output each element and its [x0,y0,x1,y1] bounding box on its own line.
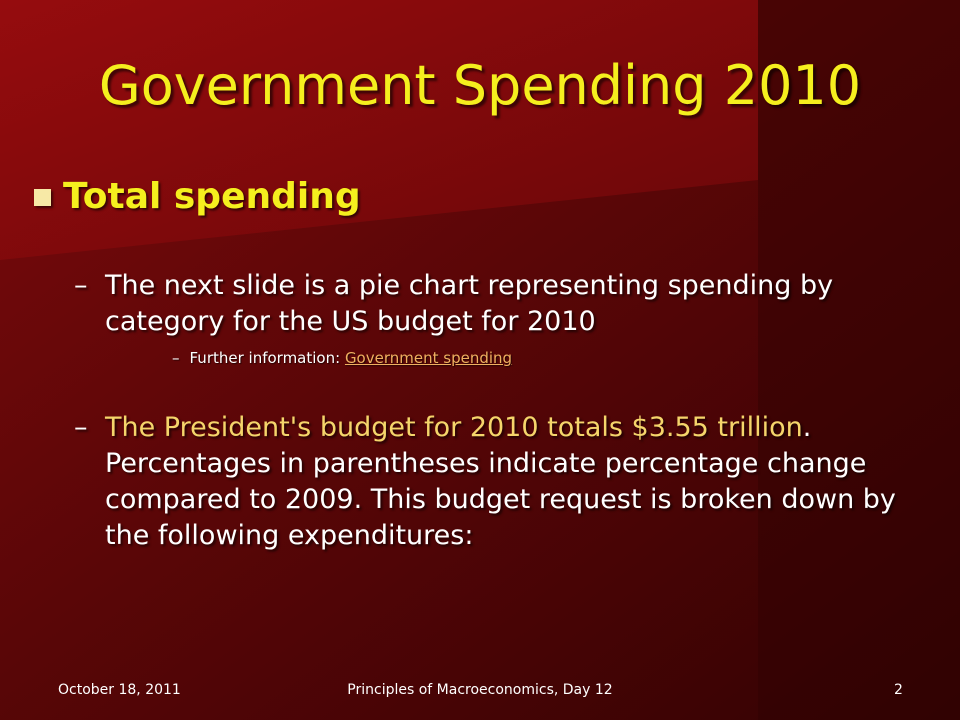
dash-marker: – [74,412,88,443]
slide-title: Government Spending 2010 [98,54,862,117]
budget-rest: . Percentages in parentheses indicate pe… [105,412,896,551]
bullet-label: Total spending [63,176,361,217]
bullet-total-spending: Total spending [34,176,361,217]
sub-bullet-text: The next slide is a pie chart representi… [105,270,834,337]
dash-marker: – [172,349,180,367]
further-information: – Further information: Government spendin… [172,349,512,367]
budget-text: The President's budget for 2010 totals $… [105,410,944,554]
further-information-label: Further information: [189,349,345,367]
footer-page-number: 2 [894,682,903,698]
bullet-square-icon [34,189,51,206]
sub-bullet-budget: – The President's budget for 2010 totals… [74,410,944,554]
dash-marker: – [74,270,88,301]
footer-course: Principles of Macroeconomics, Day 12 [347,682,613,698]
sub-bullet-pie-chart: – The next slide is a pie chart represen… [74,268,944,340]
government-spending-link[interactable]: Government spending [344,349,513,367]
footer-date: October 18, 2011 [58,682,181,698]
budget-highlight: The President's budget for 2010 totals $… [105,412,803,443]
